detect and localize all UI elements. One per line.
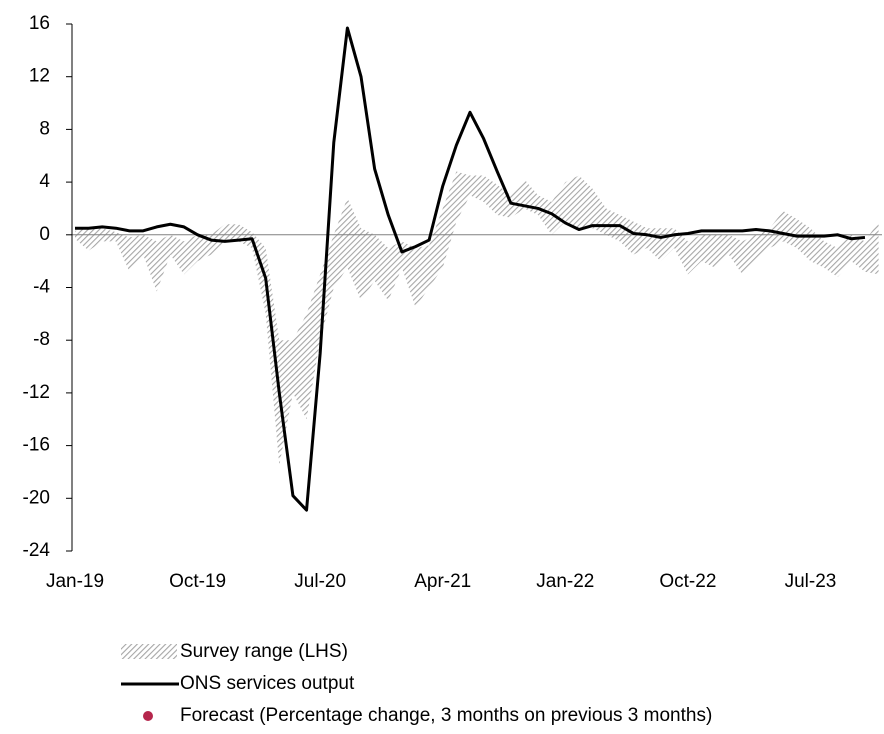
survey-range: [75, 171, 879, 466]
y-tick-label: 16: [29, 13, 50, 34]
legend-label: ONS services output: [180, 673, 355, 694]
legend-label: Forecast (Percentage change, 3 months on…: [180, 705, 712, 726]
x-tick-label: Apr-21: [414, 571, 471, 592]
x-tick-label: Jul-20: [294, 571, 346, 592]
y-tick-label: -4: [33, 277, 50, 298]
y-tick-label: 4: [39, 171, 50, 192]
y-tick-label: -24: [23, 540, 51, 561]
legend-label: Survey range (LHS): [180, 641, 348, 662]
y-tick-label: 12: [29, 66, 50, 87]
y-tick-label: -12: [23, 382, 50, 403]
x-tick-label: Oct-22: [659, 571, 716, 592]
y-tick-label: -20: [23, 487, 50, 508]
legend-swatch: [121, 644, 177, 659]
x-tick-label: Jan-19: [46, 571, 104, 592]
x-tick-label: Jul-23: [785, 571, 837, 592]
series-line: [75, 26, 866, 512]
y-tick-label: -8: [33, 329, 50, 350]
legend-swatch: [143, 711, 153, 721]
y-tick-label: -16: [23, 435, 50, 456]
x-tick-label: Oct-19: [169, 571, 226, 592]
x-tick-label: Jan-22: [536, 571, 594, 592]
y-tick-label: 0: [39, 224, 50, 245]
y-tick-label: 8: [39, 118, 50, 139]
